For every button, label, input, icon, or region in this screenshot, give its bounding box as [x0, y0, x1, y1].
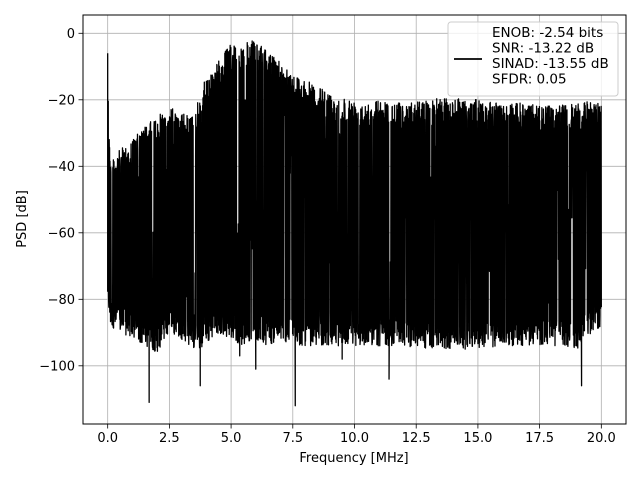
y-tick-label: −100	[39, 359, 75, 374]
x-tick-label: 12.5	[402, 431, 431, 446]
y-tick-label: 0	[67, 27, 75, 42]
x-tick-label: 10.0	[340, 431, 369, 446]
legend-box	[447, 21, 619, 97]
x-tick-label: 20.0	[587, 431, 616, 446]
x-tick-label: 5.0	[221, 431, 242, 446]
psd-line	[107, 40, 602, 407]
x-axis: 0.0 2.5 5.0 7.5 10.0 12.5 15.0 17.5 20.0	[97, 424, 616, 446]
y-tick-label: −20	[48, 93, 75, 108]
x-axis-label: Frequency [MHz]	[299, 451, 408, 466]
y-tick-label: −80	[48, 293, 75, 308]
y-tick-label: −60	[48, 226, 75, 241]
x-tick-label: 15.0	[463, 431, 492, 446]
x-tick-label: 0.0	[97, 431, 118, 446]
y-axis-label: PSD [dB]	[15, 190, 30, 248]
plot-series	[107, 40, 602, 407]
x-tick-label: 17.5	[525, 431, 554, 446]
x-tick-label: 2.5	[159, 431, 180, 446]
x-tick-label: 7.5	[282, 431, 303, 446]
legend: ENOB: -2.54 bits SNR: -13.22 dB SINAD: -13…	[447, 21, 619, 97]
legend-label: ENOB: -2.54 bits SNR: -13.22 dB SINAD: -13…	[492, 25, 609, 88]
y-tick-label: −40	[48, 160, 75, 175]
y-axis: 0 −20 −40 −60 −80 −100	[39, 27, 83, 374]
